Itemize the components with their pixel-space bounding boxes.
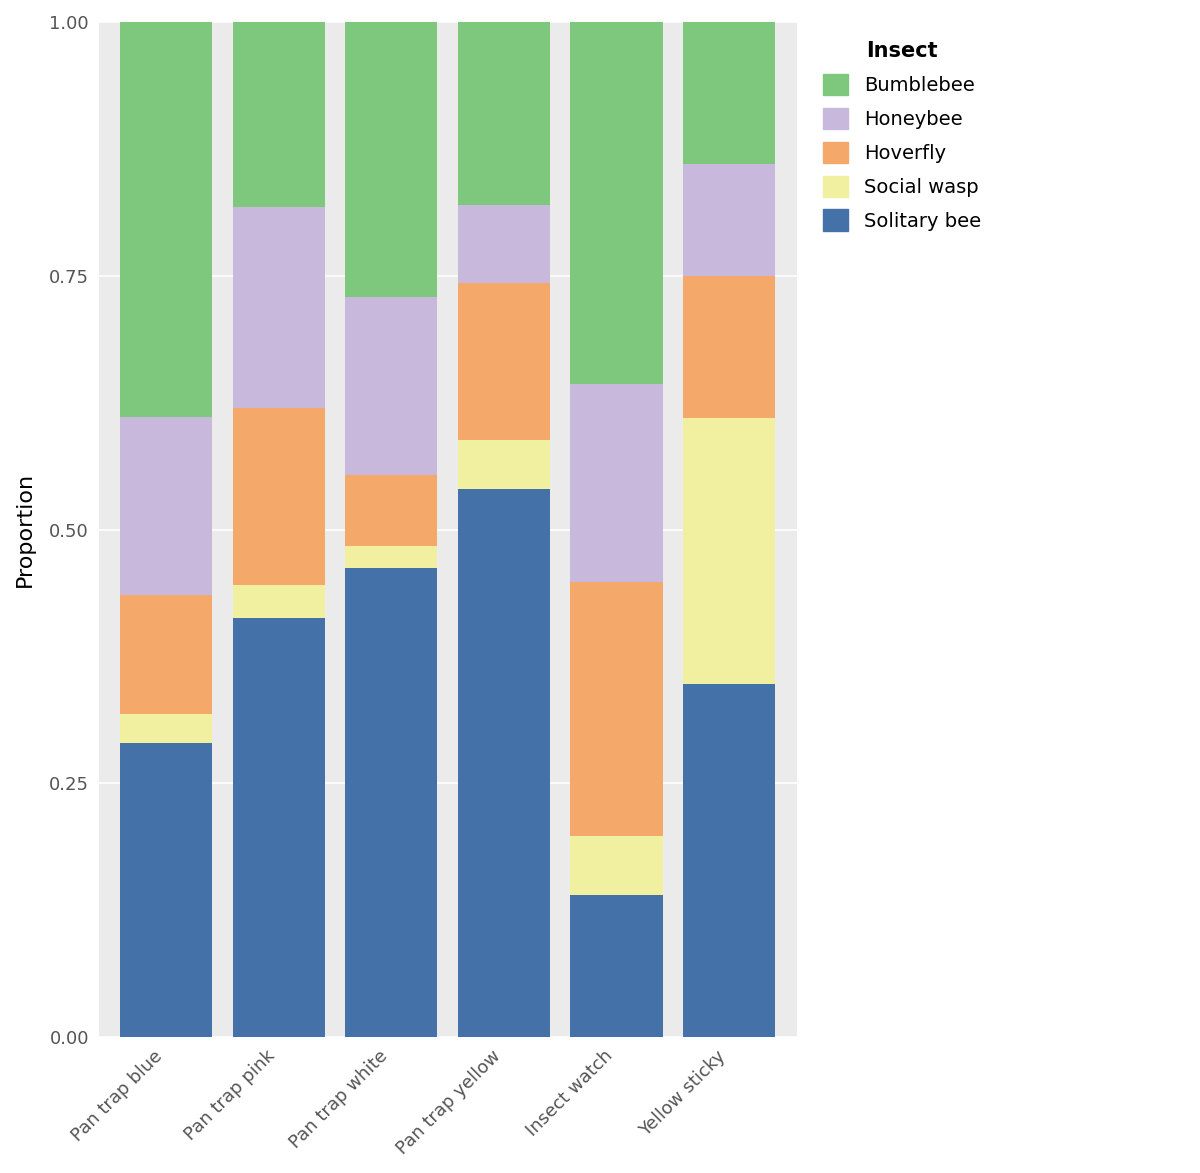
Bar — [683, 22, 775, 164]
Bar — [346, 568, 438, 1037]
Bar — [683, 164, 775, 276]
Bar — [346, 545, 438, 568]
Bar — [233, 206, 325, 408]
Bar — [120, 22, 212, 416]
Y-axis label: Proportion: Proportion — [14, 472, 35, 588]
Bar — [683, 276, 775, 418]
Bar — [457, 283, 550, 440]
Bar — [120, 743, 212, 1037]
Legend: Bumblebee, Honeybee, Hoverfly, Social wasp, Solitary bee: Bumblebee, Honeybee, Hoverfly, Social wa… — [814, 32, 991, 240]
Bar — [120, 416, 212, 595]
Bar — [570, 385, 662, 583]
Bar — [570, 22, 662, 385]
Bar — [233, 585, 325, 618]
Bar — [683, 684, 775, 1037]
Bar — [570, 583, 662, 836]
Bar — [457, 440, 550, 489]
Bar — [570, 895, 662, 1037]
Bar — [457, 489, 550, 1037]
Bar — [120, 595, 212, 714]
Bar — [120, 714, 212, 743]
Bar — [233, 618, 325, 1037]
Bar — [570, 836, 662, 895]
Bar — [346, 297, 438, 475]
Bar — [346, 22, 438, 297]
Bar — [233, 408, 325, 585]
Bar — [346, 475, 438, 545]
Bar — [457, 22, 550, 205]
Bar — [683, 418, 775, 684]
Bar — [233, 22, 325, 206]
Bar — [457, 205, 550, 283]
